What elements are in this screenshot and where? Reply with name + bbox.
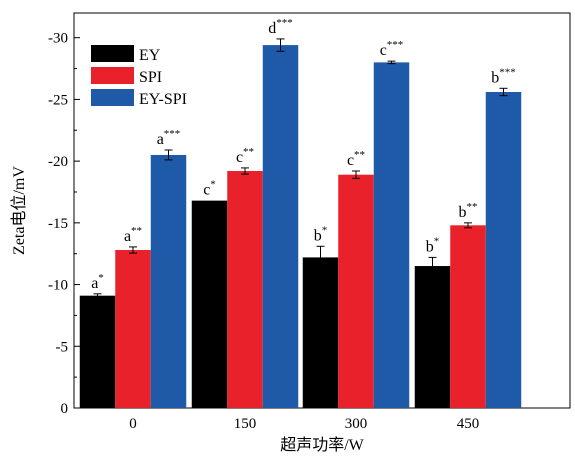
significance-label: b* [314,224,328,244]
significance-stars: ** [243,146,254,158]
significance-letter: b [314,227,322,244]
x-tick-label: 300 [345,416,368,432]
legend-swatch-spi [91,67,134,84]
significance-stars: *** [164,128,181,140]
significance-label: a* [91,272,104,292]
significance-stars: ** [467,201,478,213]
x-axis: 0 150 300 450 [129,402,479,432]
x-tick-label: 0 [129,416,137,432]
significance-letter: d [268,20,276,37]
significance-label: c* [203,179,216,199]
significance-letter: b [491,69,499,86]
y-axis-label: Zeta电位/mV [10,166,28,255]
significance-letter: b [459,204,467,221]
y-tick-label: -25 [48,92,68,108]
x-axis-label: 超声功率/W [280,436,364,454]
bar-ey-spi-0 [150,154,187,408]
bar-spi-300 [338,174,374,408]
bar-spi-450 [450,225,486,408]
significance-stars: * [322,224,328,236]
significance-letter: b [426,238,434,255]
significance-label: b** [459,201,478,221]
x-tick-label: 450 [457,416,480,432]
significance-label: a*** [157,128,181,148]
significance-letter: c [236,149,243,166]
significance-stars: ** [131,225,142,237]
y-tick-label: -5 [56,339,69,355]
y-tick-label: -30 [48,31,68,47]
significance-label: b*** [491,66,516,86]
legend-label: EY [139,47,161,64]
significance-label: a** [124,225,142,245]
significance-stars: * [98,272,104,284]
significance-letter: c [203,182,210,199]
significance-stars: * [434,235,440,247]
y-tick-label: -10 [48,278,68,294]
legend-label: SPI [139,69,162,86]
significance-letter: a [157,131,164,148]
bar-ey-0 [79,295,116,408]
significance-label: c** [236,146,254,166]
significance-stars: ** [354,149,365,161]
y-axis: 0 -5 -10 -15 -20 -25 -30 [48,31,80,417]
significance-letter: a [91,275,98,292]
bar-ey-150 [191,200,228,408]
bar-ey-spi-150 [262,45,299,408]
significance-label: c** [347,149,365,169]
significance-stars: *** [499,66,516,78]
significance-label: c*** [380,39,404,59]
y-tick-label: -20 [48,154,68,170]
significance-stars: * [210,179,216,191]
legend-label: EY-SPI [139,91,187,108]
significance-letter: c [347,152,354,169]
bar-groups: a*c*b*b*a**c**c**b**a***d***c***b*** [79,17,522,408]
legend: EY SPI EY-SPI [91,45,187,108]
significance-letter: c [380,42,387,59]
x-tick-label: 150 [234,416,257,432]
legend-swatch-ey-spi [91,89,134,106]
significance-stars: *** [387,39,404,51]
legend-swatch-ey [91,45,134,62]
y-tick-label: 0 [61,401,69,417]
bar-spi-0 [115,250,151,408]
bar-ey-450 [414,266,451,408]
significance-letter: a [124,228,131,245]
bar-spi-150 [227,171,263,408]
y-tick-label: -15 [48,216,68,232]
bar-ey-spi-450 [485,92,522,408]
bar-ey-300 [302,257,339,408]
bar-ey-spi-300 [373,62,410,408]
significance-label: b* [426,235,440,255]
significance-stars: *** [276,17,293,29]
significance-label: d*** [268,17,293,37]
